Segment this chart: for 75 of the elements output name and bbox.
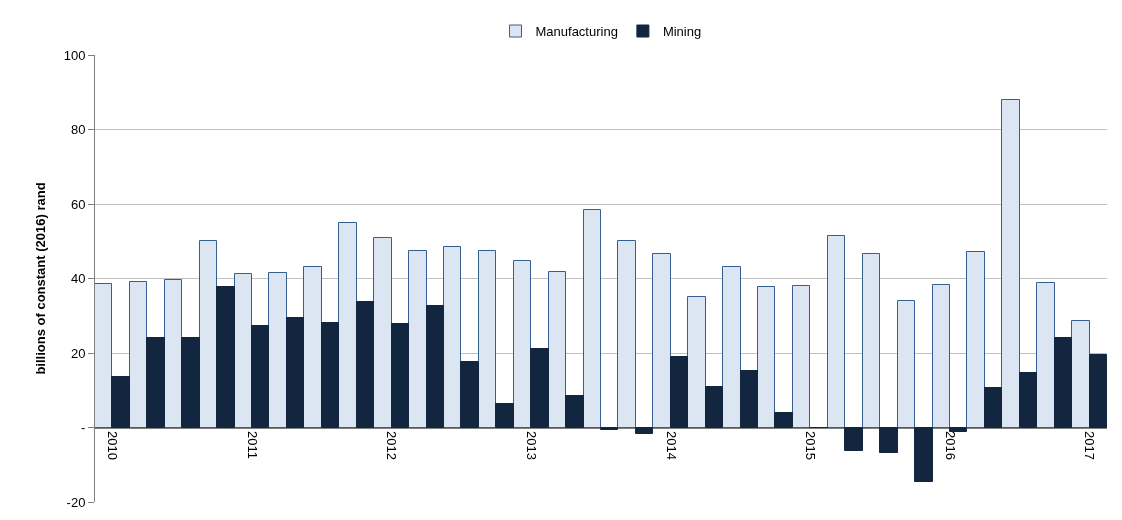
x-tick-label: 2016 (942, 431, 958, 461)
y-axis-title: billions of constant (2016) rand (32, 182, 48, 375)
x-tick-label: 2011 (244, 431, 260, 460)
bar (670, 356, 688, 428)
bar (548, 271, 566, 428)
bar (356, 301, 374, 428)
bar (862, 253, 880, 428)
bar (321, 322, 339, 428)
legend-label: Manufacturing (535, 24, 618, 40)
bar (338, 222, 357, 428)
bar (129, 281, 147, 428)
bar (827, 235, 845, 428)
bar (844, 427, 863, 451)
x-tick-label: 2010 (105, 431, 121, 461)
bar (251, 325, 269, 428)
bar (443, 246, 461, 428)
bar (1036, 282, 1055, 428)
bar (495, 403, 514, 428)
bar (583, 209, 601, 428)
y-tick-label: -20 (66, 494, 86, 510)
bar (600, 427, 618, 430)
bar (705, 386, 723, 428)
bar (146, 337, 165, 428)
bar (1071, 320, 1090, 428)
bar (426, 305, 444, 428)
x-tick-label: 2012 (384, 431, 400, 461)
bar (722, 266, 741, 428)
bar (1089, 354, 1107, 428)
y-tick-label: 80 (70, 122, 86, 138)
bar (268, 272, 287, 428)
bar (932, 284, 950, 428)
legend-label: Mining (662, 24, 702, 40)
bar (757, 286, 775, 428)
bar (966, 251, 985, 428)
bar (95, 283, 112, 428)
bar (652, 253, 671, 428)
bar (740, 370, 758, 428)
x-tick-label: 2017 (1082, 431, 1098, 461)
bar (565, 395, 584, 428)
bar (478, 250, 496, 428)
x-tick-label: 2014 (663, 431, 679, 461)
bar (1001, 99, 1020, 428)
bar (984, 387, 1002, 428)
bar (199, 240, 217, 428)
bar (792, 285, 810, 428)
bar (1054, 337, 1072, 428)
bar (216, 286, 235, 428)
bar (303, 266, 322, 428)
bar (1019, 372, 1037, 428)
bar (460, 361, 479, 428)
bar (408, 250, 427, 428)
y-tick-label: - (81, 420, 86, 436)
bar (949, 427, 967, 432)
bar (879, 427, 898, 453)
x-tick-label: 2015 (803, 431, 819, 461)
bar (774, 412, 793, 428)
bar (635, 427, 653, 434)
bar (286, 317, 304, 428)
bar (391, 323, 409, 428)
bar (234, 273, 252, 428)
bar (914, 427, 933, 482)
y-tick-label: 60 (70, 196, 86, 212)
bar (897, 300, 915, 428)
bar (111, 376, 130, 428)
bar (373, 237, 392, 428)
bar (687, 296, 706, 428)
bar (164, 279, 182, 428)
y-tick-label: 100 (63, 47, 86, 63)
bar (617, 240, 636, 428)
bar (513, 260, 531, 428)
y-tick-label: 20 (70, 345, 86, 361)
bar (181, 337, 200, 428)
y-tick-label: 40 (70, 271, 86, 287)
x-tick-label: 2013 (523, 431, 539, 461)
bar (530, 348, 549, 428)
